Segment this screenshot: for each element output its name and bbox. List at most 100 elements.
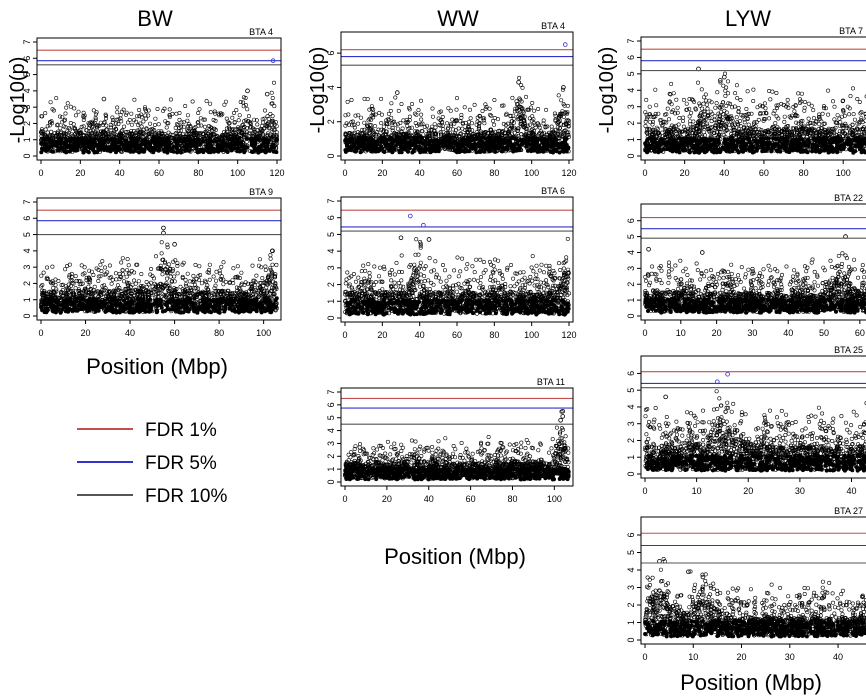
snp-point bbox=[91, 272, 96, 277]
snp-point bbox=[110, 277, 115, 282]
snp-point bbox=[208, 110, 213, 115]
snp-point bbox=[501, 121, 506, 126]
y-tick-label: 0 bbox=[22, 313, 32, 318]
snp-point bbox=[163, 261, 168, 266]
snp-point bbox=[480, 116, 485, 121]
snp-point bbox=[492, 116, 497, 121]
snp-point bbox=[212, 109, 217, 114]
y-tick-label: 6 bbox=[22, 216, 32, 221]
snp-point bbox=[79, 263, 84, 268]
snp-point bbox=[200, 297, 205, 302]
snp-point bbox=[519, 107, 524, 112]
snp-point bbox=[249, 124, 254, 129]
snp-point bbox=[250, 293, 255, 298]
snp-point bbox=[212, 299, 217, 304]
snp-point bbox=[180, 274, 185, 279]
snp-point bbox=[347, 131, 352, 136]
snp-point bbox=[81, 150, 86, 155]
snp-point bbox=[446, 106, 451, 111]
snp-point bbox=[107, 263, 112, 268]
snp-point bbox=[196, 308, 201, 313]
snp-point bbox=[61, 300, 66, 305]
snp-point bbox=[119, 260, 124, 265]
snp-point bbox=[62, 118, 67, 123]
points-bw-bta-4 bbox=[38, 58, 279, 155]
snp-point bbox=[47, 120, 52, 125]
y-tick-label: 7 bbox=[22, 39, 32, 44]
snp-point bbox=[166, 121, 171, 126]
snp-point bbox=[192, 129, 197, 134]
snp-point bbox=[165, 307, 170, 312]
snp-point bbox=[86, 298, 91, 303]
snp-point bbox=[241, 104, 246, 109]
snp-point bbox=[272, 285, 277, 290]
snp-point bbox=[185, 300, 190, 305]
snp-point bbox=[167, 114, 172, 119]
snp-point bbox=[488, 112, 493, 117]
snp-point bbox=[243, 280, 248, 285]
snp-point bbox=[144, 279, 149, 284]
snp-point bbox=[136, 123, 141, 128]
snp-point bbox=[45, 124, 50, 129]
snp-point bbox=[433, 125, 438, 130]
snp-point bbox=[149, 266, 154, 271]
snp-point bbox=[207, 277, 212, 282]
snp-point bbox=[147, 309, 152, 314]
x-tick-label: 60 bbox=[154, 168, 164, 178]
snp-point bbox=[243, 132, 248, 137]
snp-point bbox=[84, 278, 89, 283]
snp-point bbox=[516, 133, 521, 138]
snp-point bbox=[144, 127, 149, 132]
snp-point bbox=[69, 146, 74, 151]
points-ww-bta-4 bbox=[343, 42, 571, 155]
snp-point bbox=[241, 100, 246, 105]
snp-point bbox=[136, 306, 141, 311]
snp-point bbox=[134, 141, 139, 146]
snp-point bbox=[58, 310, 63, 315]
snp-point bbox=[260, 276, 265, 281]
snp-point bbox=[357, 131, 362, 136]
snp-point bbox=[111, 289, 116, 294]
snp-point bbox=[272, 283, 277, 288]
snp-point bbox=[474, 122, 479, 127]
snp-point bbox=[139, 271, 144, 276]
snp-point bbox=[460, 126, 465, 131]
snp-point bbox=[77, 282, 82, 287]
snp-point bbox=[217, 138, 222, 143]
snp-point bbox=[218, 271, 223, 276]
snp-point bbox=[171, 267, 176, 272]
snp-point bbox=[109, 137, 114, 142]
column-title-bw: BW bbox=[137, 6, 173, 31]
snp-point bbox=[477, 113, 482, 118]
snp-point bbox=[199, 130, 204, 135]
snp-point bbox=[54, 300, 59, 305]
snp-point bbox=[220, 291, 225, 296]
snp-point bbox=[383, 129, 388, 134]
snp-point bbox=[145, 141, 150, 146]
snp-point bbox=[225, 150, 230, 155]
snp-point bbox=[148, 302, 153, 307]
snp-point bbox=[65, 292, 70, 297]
snp-point bbox=[519, 99, 524, 104]
snp-point bbox=[125, 257, 130, 262]
snp-point bbox=[448, 123, 453, 128]
snp-point bbox=[181, 292, 186, 297]
snp-point bbox=[49, 129, 54, 134]
snp-point bbox=[152, 123, 157, 128]
snp-point bbox=[352, 122, 357, 127]
snp-point bbox=[529, 128, 534, 133]
snp-point bbox=[407, 126, 412, 131]
snp-point bbox=[239, 282, 244, 287]
snp-point bbox=[197, 141, 202, 146]
snp-point bbox=[163, 302, 168, 307]
snp-point bbox=[270, 293, 275, 298]
snp-point bbox=[123, 138, 128, 143]
snp-point bbox=[62, 149, 67, 154]
snp-point bbox=[180, 143, 185, 148]
snp-point bbox=[175, 263, 180, 268]
snp-point bbox=[185, 291, 190, 296]
snp-point bbox=[140, 131, 145, 136]
snp-point bbox=[60, 282, 65, 287]
snp-point bbox=[238, 126, 243, 131]
snp-point bbox=[72, 106, 77, 111]
